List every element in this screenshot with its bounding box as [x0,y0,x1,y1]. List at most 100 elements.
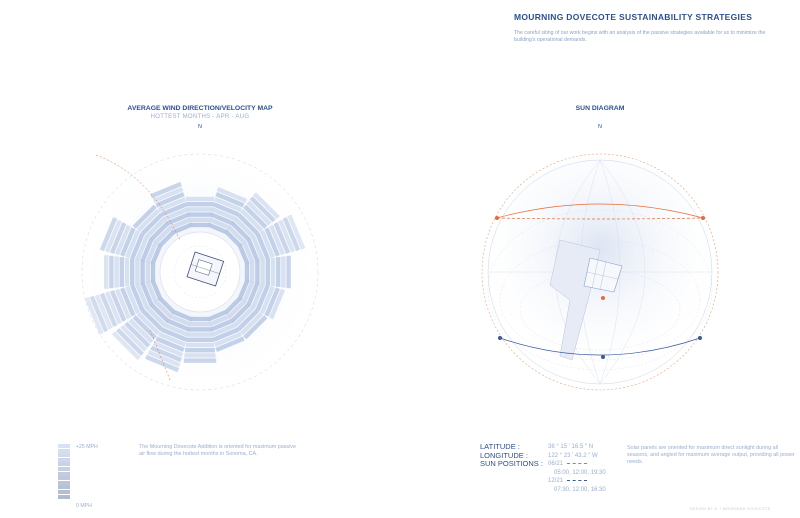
wind-petal-segment [140,281,154,307]
wind-petal-segment [237,243,250,266]
wind-petal-segment [149,221,170,242]
wind-petal-segment [233,217,255,239]
wind-petal-segment [239,311,264,336]
wind-petal-segment [239,208,264,233]
wind-guide-line [149,329,171,381]
wind-petal-segment [255,284,270,312]
wind-petal-segment [230,221,251,242]
wind-petal-segment [104,255,109,289]
legend-cell [58,494,70,499]
wind-petal-segment [140,212,164,236]
wind-petal-segment [149,302,170,323]
wind-petal [132,204,177,249]
wind-petal [244,255,291,289]
wind-north-label: N [198,124,202,130]
wind-petal-segment [145,240,159,264]
winter-sunrise-marker [498,336,502,340]
wind-petal-segment [128,318,154,344]
wind-petals [84,181,306,373]
wind-petal-segment [259,230,275,259]
wind-petal-segment [259,285,275,314]
page-title: MOURNING DOVECOTE SUSTAINABILITY STRATEG… [514,12,753,22]
wind-petal-segment [246,237,260,263]
wind-petal-segment [250,235,265,261]
wind-petal-segment [185,196,215,202]
wind-petal [104,255,156,289]
wind-petal-segment [125,285,141,314]
wind-petal-segment [211,322,237,337]
wind-petal-segment [140,308,164,332]
wind-petal-segment [114,256,119,288]
wind-petal [223,192,280,249]
wind-petal-segment [264,227,280,257]
wind-petal-segment [125,230,141,259]
wind-petal-segment [188,322,212,327]
sun-altitude-ring [487,209,713,371]
summer-sunrise-marker [495,216,499,220]
wind-petal-segment [145,280,159,304]
wind-petal-segment [158,197,187,213]
wind-petal-segment [212,327,240,342]
wind-petal-segment [249,260,255,284]
summer-times: 05:00, 12:00, 19:30 [554,469,606,476]
sun-info-labels: LATITUDE : LONGITUDE : SUN POSITIONS : [480,442,543,469]
wind-petal-segment [109,290,127,322]
wind-petal-segment [140,259,145,285]
wind-petal-segment [208,217,232,231]
summer-sun-path-arc [496,203,704,219]
wind-petal-segment [243,204,268,229]
sun-diagram-title: SUN DIAGRAM [575,105,625,112]
longitude-label: LONGITUDE : [480,450,528,460]
winter-row: 12/21 [548,477,606,486]
wind-petal-segment [255,259,260,285]
wind-petal-segment [270,257,276,287]
wind-petal-segment [187,332,213,337]
sun-diagram [481,153,719,391]
winter-line-key [567,479,588,481]
wind-petal-segment [136,208,161,233]
legend-cell [58,466,70,471]
wind-petal-segment [206,309,229,322]
wind-petal-segment [249,196,276,223]
wind-petal-segment [287,214,306,250]
summer-line-key [567,462,588,464]
wind-petal-segment [160,202,188,217]
sun-horizon-ring [481,153,719,391]
legend-cell [58,453,70,458]
wind-petal-segment [119,257,125,287]
wind-petal-segment [233,305,255,327]
wind-outer-ring [81,153,319,391]
wind-petal-segment [135,259,140,285]
wind-petal [99,217,163,266]
wind-inner-ring [173,245,227,299]
latitude-value: 38 ° 15 ' 16.5 " N [548,444,594,450]
wind-petal-segment [130,258,135,286]
wind-petal-segment [250,283,265,309]
wind-petal-segment [187,327,213,332]
legend-cell [58,485,70,490]
wind-petal-segment [275,257,281,287]
wind-petal-segment [246,200,272,226]
wind-petal-segment [157,295,177,315]
wind-petal-segment [188,217,212,222]
wind-petal-segment [99,217,118,252]
winter-sun-path [499,337,701,356]
wind-petal-segment [94,294,113,330]
wind-petal [183,316,217,363]
wind-petal-segment [183,358,217,363]
summer-sun-path [496,217,704,220]
summer-row: 06/21 [548,460,606,469]
wind-petal-segment [185,342,215,348]
wind-petal-segment [252,192,280,220]
wind-petal-segment [114,224,131,256]
wind-petal-segment [109,222,127,254]
wind-petal-segment [186,337,214,342]
wind-petal [111,295,177,361]
wind-petal-segment [140,237,154,263]
wind-petal [150,181,194,235]
wind-petal-segment [273,222,291,254]
wind-petal-segment [145,305,167,327]
wind-petal-segment [243,315,268,340]
wind-petal [237,214,306,266]
wind-petal-segment [158,331,187,347]
